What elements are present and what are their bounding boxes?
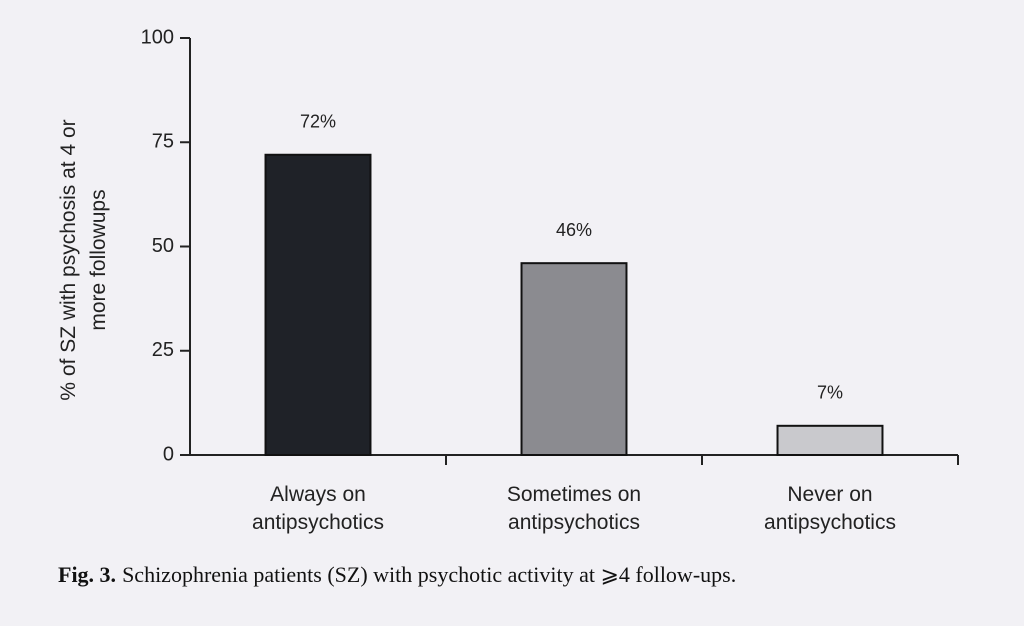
value-label: 72%	[300, 112, 336, 132]
y-tick-label: 50	[152, 235, 174, 257]
bar	[264, 153, 372, 456]
y-tick-label: 75	[152, 131, 174, 153]
x-tick-label: Always on antipsychotics	[252, 483, 384, 534]
value-label: 7%	[817, 383, 843, 403]
bar	[520, 262, 628, 456]
y-tick-label: 0	[163, 443, 174, 465]
y-tick-label: 25	[152, 339, 174, 361]
caption-text: Schizophrenia patients (SZ) with psychot…	[122, 562, 737, 587]
caption-label: Fig. 3.	[58, 562, 117, 587]
x-tick-label: Sometimes on antipsychotics	[506, 483, 642, 534]
bar	[776, 424, 884, 456]
x-tick-label: Never on antipsychotics	[764, 483, 896, 534]
y-tick-label: 100	[141, 26, 174, 48]
value-label: 46%	[556, 220, 592, 240]
y-axis-label: % of SZ with psychosis at 4 or more foll…	[57, 119, 110, 401]
caption: Fig. 3. Schizophrenia patients (SZ) with …	[58, 562, 736, 588]
